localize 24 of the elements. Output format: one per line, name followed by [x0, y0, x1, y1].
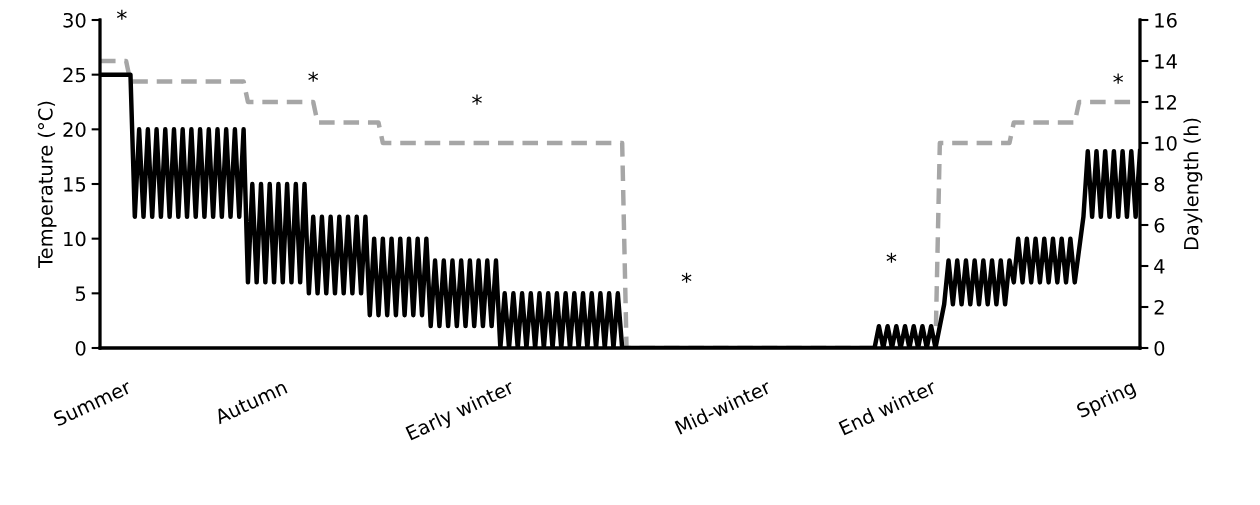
- y-tick-label: 15: [64, 177, 86, 192]
- annotation: *: [308, 71, 319, 82]
- y2-tick-label: 14: [1155, 54, 1177, 69]
- y-tick-label: 5: [75, 286, 86, 301]
- y2-tick-label: 10: [1155, 135, 1177, 151]
- y-tick-label: 25: [63, 67, 86, 83]
- y2-tick-label: 6: [1154, 217, 1165, 233]
- annotation: *: [472, 94, 482, 105]
- y2-tick-label: 0: [1154, 340, 1165, 356]
- y-tick-label: 10: [64, 231, 86, 247]
- y-tick-label: 30: [63, 12, 86, 28]
- y2-tick-label: 2: [1154, 299, 1164, 315]
- y2-tick-label: 8: [1154, 176, 1165, 192]
- text: *: [116, 9, 127, 20]
- y2-tick-label: 16: [1155, 12, 1177, 28]
- annotation: *: [886, 252, 897, 263]
- annotation: *: [681, 272, 692, 283]
- y2-tick-label: 4: [1154, 259, 1165, 274]
- y-tick-label: 20: [63, 122, 86, 137]
- y-tick-label: 0: [75, 340, 86, 356]
- annotation: *: [1113, 73, 1124, 84]
- y2-axis-title: Daylength (h): [1183, 118, 1203, 250]
- y-axis-title: Temperature (°C): [37, 101, 57, 268]
- y2-tick-label: 12: [1155, 94, 1176, 110]
